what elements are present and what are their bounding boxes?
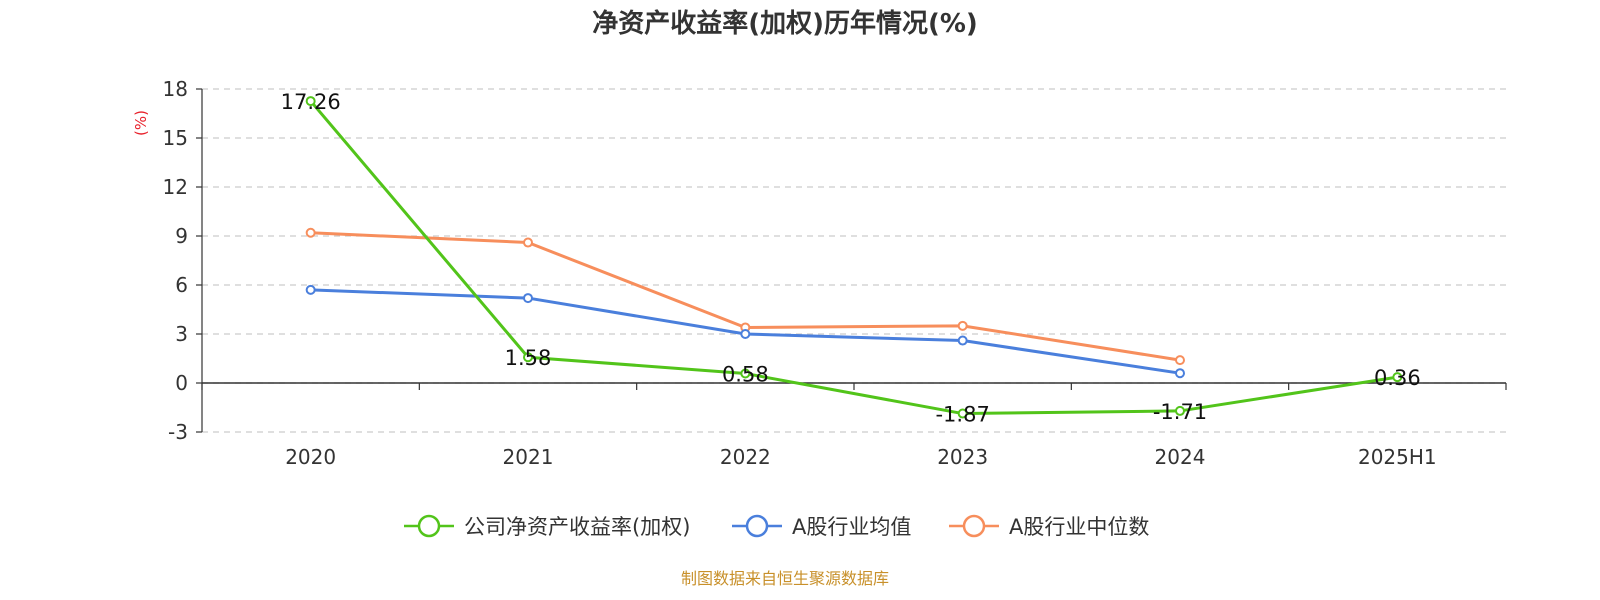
legend[interactable]: 公司净资产收益率(加权) A股行业均值 A股行业中位数: [404, 514, 1149, 539]
data-point[interactable]: [1175, 355, 1185, 366]
x-tick-label: 2021: [503, 445, 554, 469]
data-point[interactable]: [957, 408, 968, 419]
legend-label: A股行业中位数: [1009, 515, 1149, 539]
legend-item[interactable]: A股行业均值: [732, 514, 911, 539]
axes: 18 15 12 9 6 3 0 -3 2020 2021 2022 2023 2024 2025H1: [163, 77, 1507, 469]
data-point[interactable]: [305, 96, 316, 107]
y-tick-label: 3: [175, 322, 188, 346]
x-tick-label: 2022: [720, 445, 771, 469]
series-group: [305, 96, 1403, 419]
series-2: [305, 227, 1185, 366]
legend-marker-icon: [962, 514, 986, 538]
data-labels: 17.26 1.58 0.58 -1.87 -1.71 0.36: [281, 90, 1421, 426]
data-label: 17.26: [281, 90, 341, 114]
series-line: [310, 231, 1181, 362]
y-axis-unit-label: (%): [132, 110, 150, 136]
data-label: -1.71: [1153, 400, 1207, 424]
data-point[interactable]: [740, 329, 751, 339]
data-label: -1.87: [935, 403, 989, 427]
y-tick-label: 6: [175, 273, 188, 297]
y-tick-label: 15: [163, 126, 188, 150]
x-tick-label: 2025H1: [1358, 445, 1437, 469]
data-point[interactable]: [957, 320, 968, 331]
data-point[interactable]: [1392, 372, 1403, 383]
data-point[interactable]: [523, 293, 533, 304]
grid-lines: [202, 88, 1506, 433]
source-note: 制图数据来自恒生聚源数据库: [681, 569, 889, 588]
series-1: [305, 284, 1185, 379]
data-point[interactable]: [957, 335, 968, 346]
data-label: 0.58: [722, 363, 769, 387]
data-label: 1.58: [505, 346, 552, 370]
legend-label: 公司净资产收益率(加权): [464, 515, 690, 539]
x-tick-label: 2024: [1155, 445, 1206, 469]
data-point[interactable]: [1175, 368, 1185, 379]
y-tick-label: 12: [163, 175, 188, 199]
legend-label: A股行业均值: [792, 515, 911, 539]
data-point[interactable]: [523, 237, 533, 248]
chart-title: 净资产收益率(加权)历年情况(%): [592, 8, 978, 39]
data-point[interactable]: [1175, 405, 1185, 416]
series-line: [309, 100, 1398, 416]
y-tick-label: -3: [168, 420, 188, 444]
data-point[interactable]: [740, 368, 751, 379]
data-point[interactable]: [305, 227, 316, 238]
legend-marker-icon: [745, 514, 769, 538]
y-tick-label: 9: [175, 224, 188, 248]
series-0: [305, 96, 1403, 419]
data-point[interactable]: [523, 352, 533, 363]
y-tick-label: 18: [163, 77, 188, 101]
x-tick-label: 2023: [937, 445, 988, 469]
legend-item[interactable]: A股行业中位数: [949, 514, 1149, 539]
legend-item[interactable]: 公司净资产收益率(加权): [404, 514, 690, 539]
x-tick-label: 2020: [285, 445, 336, 469]
data-point[interactable]: [305, 284, 316, 295]
y-tick-label: 0: [175, 371, 188, 395]
legend-marker-icon: [417, 514, 441, 538]
data-label: 0.36: [1374, 366, 1421, 390]
